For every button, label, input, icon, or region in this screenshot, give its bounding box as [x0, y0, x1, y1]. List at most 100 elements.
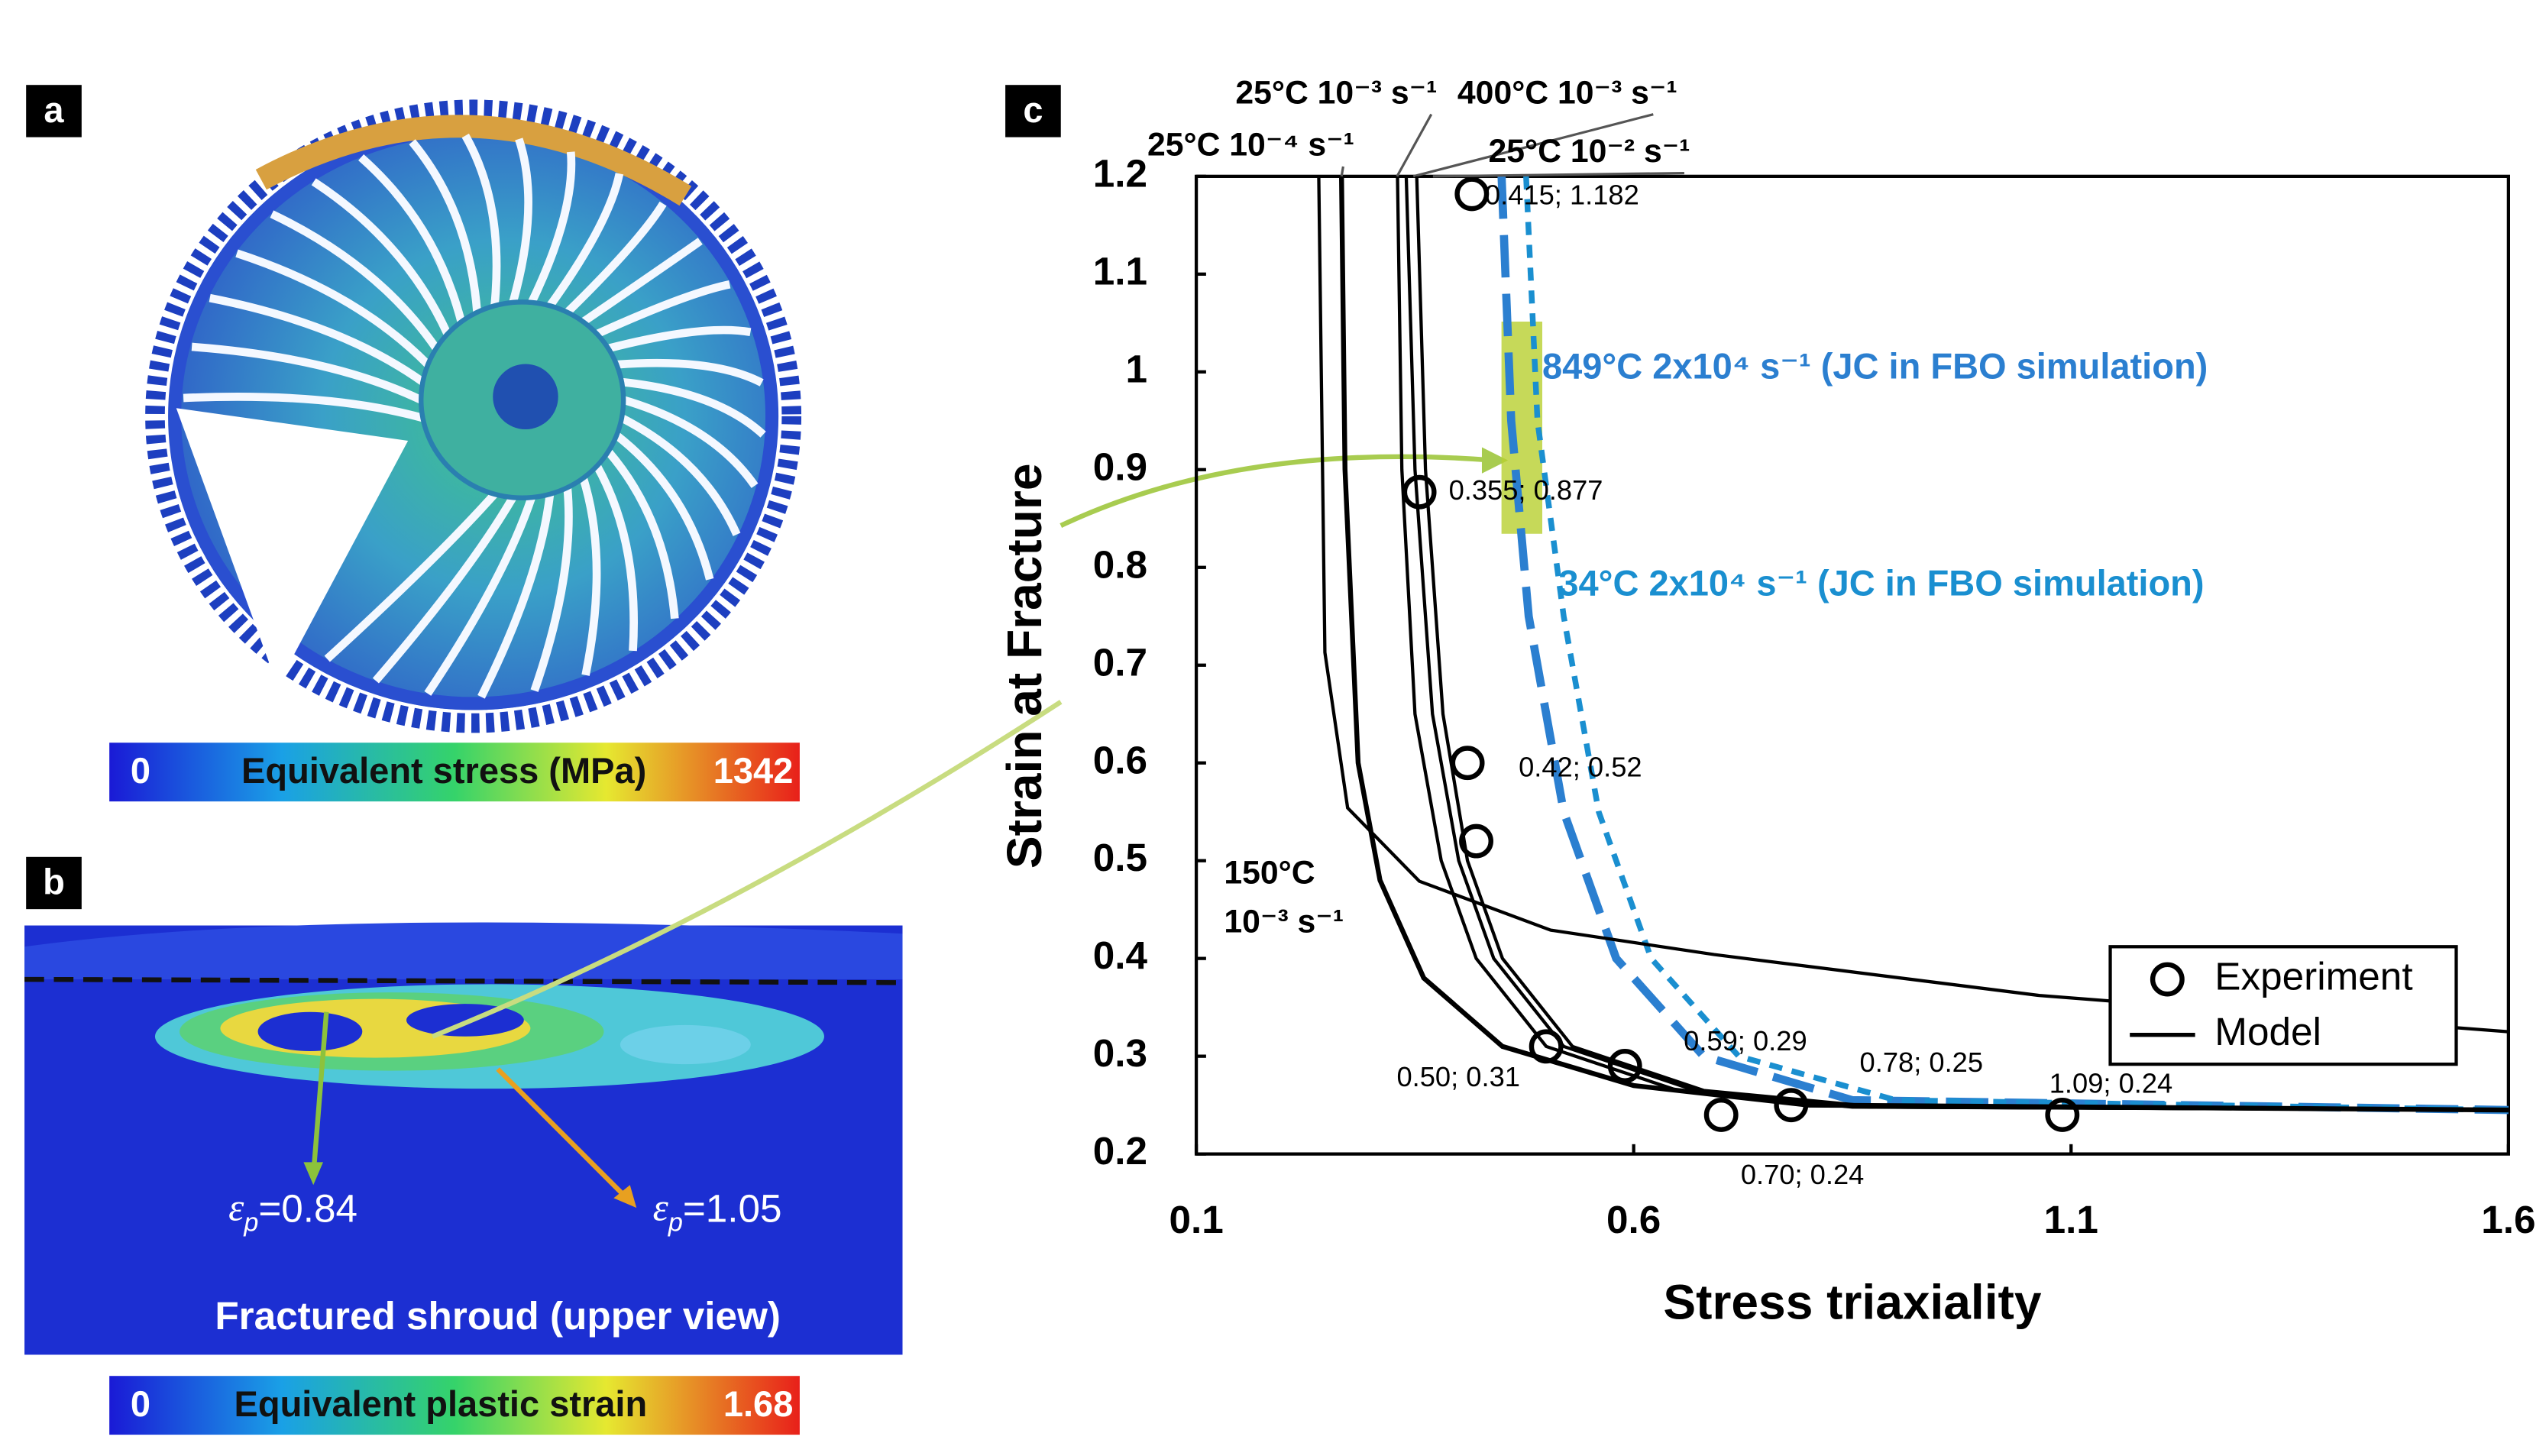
curve-label: 10⁻³ s⁻¹: [1224, 904, 1344, 940]
legend-label: Experiment: [2214, 955, 2412, 998]
colorbar-min: 0: [131, 750, 150, 791]
symbol: ε: [653, 1186, 669, 1229]
fan-blade: [461, 133, 501, 306]
experiment-point: [1450, 746, 1485, 781]
fan-blade: [235, 249, 431, 368]
x-tick-label: 1.1: [2044, 1198, 2098, 1241]
y-tick-label: 1: [1125, 347, 1147, 390]
strain-annotation: εp=0.84: [228, 1186, 357, 1237]
fan-gap: [176, 408, 409, 686]
curve-label: 150°C: [1224, 855, 1315, 891]
damage-zone: [620, 1024, 751, 1065]
y-tick-label: 0.8: [1093, 542, 1147, 586]
fan-shroud: [255, 115, 692, 206]
jc-curve-label: 34°C 2x10⁴ s⁻¹ (JC in FBO simulation): [1558, 563, 2204, 603]
panel-label-box: [26, 85, 82, 138]
fan-blade: [191, 342, 423, 404]
panel-label-box: [1005, 85, 1061, 138]
colorbar-min: 0: [131, 1383, 150, 1424]
y-tick-label: 0.5: [1093, 836, 1147, 879]
annotation-text: =1.05: [683, 1186, 782, 1230]
fan-blade: [424, 496, 535, 696]
x-tick-label: 0.6: [1606, 1198, 1661, 1241]
experiment-point: [1703, 1098, 1739, 1132]
fan-blade: [509, 138, 532, 304]
fan-blade: [593, 464, 639, 652]
point-label: 0.50; 0.31: [1396, 1061, 1520, 1092]
subscript: p: [243, 1208, 258, 1238]
x-tick-label: 0.1: [1169, 1198, 1223, 1241]
point-label: 0.355; 0.877: [1449, 474, 1603, 506]
fan-hub-center: [493, 364, 558, 430]
fan-blade: [607, 325, 752, 353]
panel-label: c: [1023, 89, 1043, 130]
panel-label: a: [44, 89, 64, 130]
arrow-head: [613, 1185, 637, 1208]
fan-blade: [183, 393, 424, 422]
experiment-point: [1459, 823, 1493, 859]
point-label: 0.78; 0.25: [1860, 1047, 1984, 1078]
y-tick-label: 1.2: [1093, 151, 1147, 195]
jc-curve-label: 849°C 2x10⁴ s⁻¹ (JC in FBO simulation): [1542, 345, 2208, 386]
plot: 0.1 0.6 1.1 1.6 0.2 0.3 0.4 0.5 0.6 0.7 0.8 0.9 1 1.1…: [1093, 74, 2536, 1241]
fan-blade: [530, 487, 573, 692]
fan-blade: [621, 377, 766, 438]
curve-leader: [1412, 113, 1654, 178]
curve-label: 25°C 10⁻² s⁻¹: [1489, 133, 1690, 170]
point-label: 0.415; 1.182: [1485, 180, 1639, 211]
point-label: 1.09; 0.24: [2049, 1068, 2173, 1099]
model-curve: [1415, 176, 2509, 1112]
strain-annotation: εp=1.05: [653, 1186, 782, 1237]
fracture-hole: [257, 1011, 363, 1052]
y-tick-label: 0.7: [1093, 640, 1147, 684]
y-tick-label: 0.2: [1093, 1129, 1147, 1173]
fan-blade: [616, 358, 764, 387]
fan-blade: [311, 178, 451, 336]
y-tick-label: 1.1: [1093, 249, 1147, 293]
annotation-arrow: [311, 1011, 329, 1176]
caption: Fractured shroud (upper view): [215, 1294, 781, 1338]
colorbar-max: 1342: [713, 750, 794, 791]
arrow-head: [1481, 447, 1509, 474]
colorbar: [109, 1376, 800, 1435]
fan-blade: [613, 432, 714, 581]
x-axis-title: Stress triaxiality: [1663, 1274, 2041, 1329]
colorbar-title: Equivalent plastic strain: [235, 1383, 648, 1424]
fan-blade: [581, 238, 703, 325]
colorbar: [109, 743, 800, 802]
point-label: 0.59; 0.29: [1684, 1025, 1807, 1056]
y-tick-label: 0.3: [1093, 1031, 1147, 1075]
fan-blade: [270, 210, 440, 351]
fan-teeth: [145, 99, 802, 733]
legend-label: Model: [2214, 1010, 2321, 1053]
fan-blade: [477, 493, 555, 699]
y-axis-title: Strain at Fracture: [997, 464, 1052, 869]
fan-blade: [209, 293, 425, 386]
fan-blade: [620, 414, 741, 536]
annotation-arrow: [496, 1067, 630, 1202]
legend-marker: [2150, 962, 2185, 997]
curve-label: 400°C 10⁻³ s⁻¹: [1457, 74, 1677, 111]
arrow-head: [303, 1162, 324, 1186]
annotation-text: =0.84: [258, 1186, 357, 1230]
fan-blade: [595, 280, 731, 338]
fan-blade: [546, 173, 624, 309]
model-curve: [1317, 176, 2509, 1034]
fan-blade: [324, 491, 498, 662]
model-curve: [1396, 176, 2509, 1112]
connector: [431, 700, 1063, 1039]
x-tick-label: 1.6: [2481, 1198, 2535, 1241]
colorbar-max: 1.68: [723, 1383, 793, 1424]
y-tick-label: 0.6: [1093, 738, 1147, 781]
jc-curve: [1497, 176, 2509, 1115]
fan-blade: [579, 477, 601, 676]
experiment-point: [1454, 176, 1490, 212]
subscript: p: [668, 1208, 683, 1238]
experiment-point: [1402, 474, 1437, 510]
fan-blade: [622, 396, 759, 488]
point-label: 0.70; 0.24: [1741, 1159, 1865, 1190]
panel-label: b: [43, 862, 65, 902]
fan-blade: [565, 201, 667, 315]
